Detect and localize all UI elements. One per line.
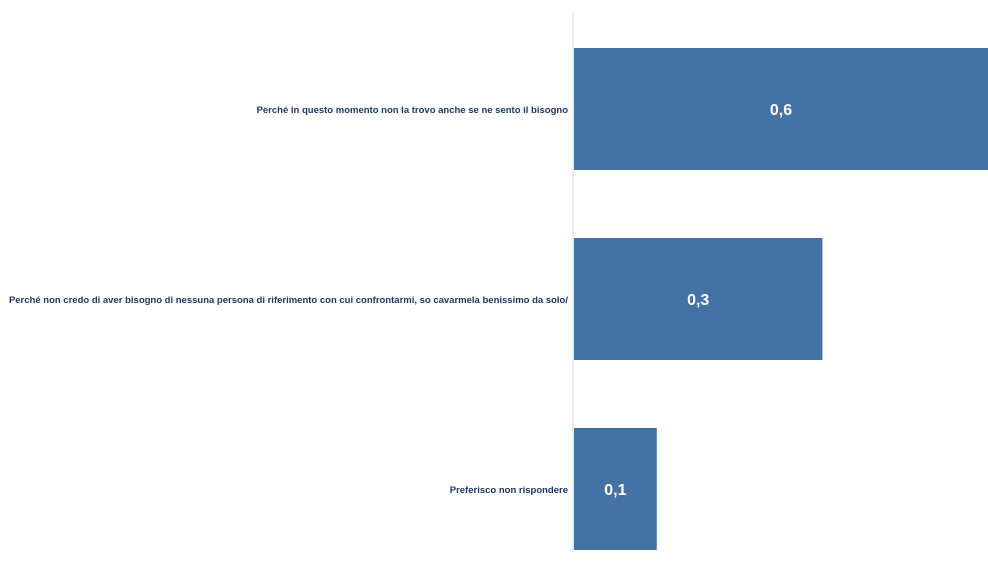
bar-value-label-3: 0,1 [604, 482, 626, 499]
bar-value-label-2: 0,3 [687, 292, 709, 309]
category-label-2: Perché non credo di aver bisogno di ness… [9, 295, 568, 306]
bars-layer: 0,6 0,3 0,1 [574, 48, 988, 550]
bar-2 [574, 238, 823, 360]
category-labels-layer: Perché in questo momento non la trovo an… [9, 105, 568, 496]
category-label-3: Preferisco non rispondere [450, 485, 568, 496]
bar-value-label-1: 0,6 [770, 102, 792, 119]
bar-1 [574, 48, 988, 170]
bar-3 [574, 428, 657, 550]
category-label-1: Perché in questo momento non la trovo an… [257, 105, 569, 116]
